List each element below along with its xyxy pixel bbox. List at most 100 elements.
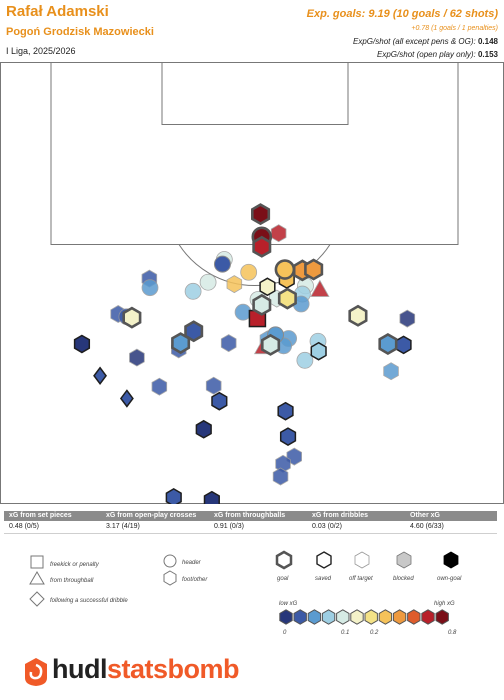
shot-marker xyxy=(252,293,272,316)
xg-scale-swatch xyxy=(407,609,421,625)
logo-statsbomb-text: statsbomb xyxy=(106,654,240,684)
hudl-statsbomb-logo: hudlstatsbomb xyxy=(22,654,242,690)
shot-marker xyxy=(184,282,202,300)
shot-marker xyxy=(199,273,217,291)
xg-scale-swatch xyxy=(350,609,364,625)
legend-label-throughball: from throughball xyxy=(50,578,94,584)
shot-marker xyxy=(395,335,412,355)
legend-outcome-own-goal: own-goal xyxy=(437,576,462,582)
shot-marker xyxy=(378,333,398,356)
logo-hudl-text: hudl xyxy=(52,654,107,684)
shot-marker xyxy=(213,255,231,273)
shot-marker xyxy=(141,279,159,297)
shot-marker xyxy=(383,362,399,381)
summary-value-other: 4.60 (6/33) xyxy=(410,523,444,530)
shot-marker xyxy=(270,224,287,243)
xg-scale-swatch xyxy=(364,609,378,625)
summary-header-dribbles: xG from dribbles xyxy=(312,512,369,519)
statsbomb-mark-icon xyxy=(25,658,47,686)
xg-penalties: +0.78 (1 goals / 1 penalties) xyxy=(411,25,498,32)
circle-icon xyxy=(163,554,177,568)
shot-marker xyxy=(203,490,220,504)
summary-value-throughballs: 0.91 (0/3) xyxy=(214,523,244,530)
summary-value-crosses: 3.17 (4/19) xyxy=(106,523,140,530)
summary-header-other: Other xG xyxy=(410,512,440,519)
summary-value-dribbles: 0.03 (0/2) xyxy=(312,523,342,530)
summary-value-set-pieces: 0.48 (0/5) xyxy=(9,523,39,530)
xg-scale-swatch xyxy=(307,609,322,625)
shot-marker xyxy=(399,309,416,328)
xg-scale-swatch xyxy=(378,609,393,625)
expg-shot-open: ExpG/shot (open play only): 0.153 xyxy=(377,50,498,59)
shot-marker xyxy=(279,427,297,446)
xg-scale-swatch xyxy=(336,609,350,625)
scale-tick-0-1: 0.1 xyxy=(341,630,349,636)
shot-marker xyxy=(274,259,296,280)
scale-tick-0-2: 0.2 xyxy=(370,630,379,636)
shot-marker xyxy=(129,348,145,367)
shot-marker xyxy=(277,401,294,421)
xg-scale-swatch xyxy=(392,609,407,625)
legend-outcome-off-target: off target xyxy=(349,576,373,582)
shot-marker xyxy=(234,303,252,321)
low-xg-label: low xG xyxy=(279,601,298,607)
shot-marker xyxy=(211,391,228,411)
legend-label-dribble: following a successful dribble xyxy=(50,598,128,604)
pitch-outline xyxy=(0,62,504,504)
legend: freekick or penalty from throughball fol… xyxy=(29,550,462,636)
xg-scale-swatch xyxy=(293,609,307,625)
shot-marker xyxy=(119,389,134,408)
shot-marker xyxy=(151,377,168,396)
league-season: I Liga, 2025/2026 xyxy=(6,46,76,56)
legend-label-freekick: freekick or penalty xyxy=(50,562,100,568)
triangle-icon xyxy=(29,571,45,585)
blocked-outcome-icon xyxy=(396,551,412,569)
shot-marker xyxy=(73,334,91,354)
shot-marker xyxy=(165,488,182,504)
shot-marker xyxy=(226,275,243,294)
expg-all-value: 0.148 xyxy=(477,37,498,46)
legend-label-header: header xyxy=(182,560,202,566)
shot-marker xyxy=(205,376,222,395)
goal-outcome-icon xyxy=(275,550,293,570)
pitch-lines xyxy=(0,62,504,504)
scale-tick-0-8: 0.8 xyxy=(448,630,457,636)
shot-marker xyxy=(122,306,142,329)
xg-total: Exp. goals: 9.19 (10 goals / 62 shots) xyxy=(306,8,498,20)
shot-marker xyxy=(304,258,324,281)
scale-tick-0: 0 xyxy=(283,630,287,636)
summary-header-throughballs: xG from throughballs xyxy=(214,512,286,519)
shot-marker xyxy=(272,467,289,486)
xg-scale-swatch xyxy=(279,609,293,625)
summary-header-set-pieces: xG from set pieces xyxy=(9,512,72,519)
shot-marker xyxy=(260,333,281,356)
six-yard-box xyxy=(161,62,349,125)
hexagon-icon xyxy=(163,570,177,586)
expg-open-value: 0.153 xyxy=(477,50,498,59)
shot-marker xyxy=(310,341,327,361)
shot-marker xyxy=(93,366,107,386)
summary-values-row: 0.48 (0/5) 3.17 (4/19) 0.91 (0/3) 0.03 (… xyxy=(4,521,497,534)
legend-label-foot-other: foot/other xyxy=(182,577,208,583)
player-name: Rafał Adamski xyxy=(6,3,109,20)
own-goal-outcome-icon xyxy=(443,551,459,569)
legend-outcome-goal: goal xyxy=(277,576,289,582)
logo-wordmark: hudlstatsbomb xyxy=(52,654,240,685)
summary-header-bar: xG from set pieces xG from open-play cro… xyxy=(4,511,497,521)
shot-marker xyxy=(310,279,330,297)
summary-header-crosses: xG from open-play crosses xyxy=(106,512,197,519)
expg-shot-all: ExpG/shot (all except pens & OG): 0.148 xyxy=(353,37,498,46)
shots-layer xyxy=(73,203,416,504)
shot-marker xyxy=(348,304,368,327)
shot-marker xyxy=(277,287,297,310)
square-icon xyxy=(30,555,44,569)
saved-outcome-icon xyxy=(316,551,332,569)
expg-open-label: ExpG/shot (open play only): xyxy=(377,50,478,59)
shot-marker xyxy=(252,235,272,258)
expg-all-label: ExpG/shot (all except pens & OG): xyxy=(353,37,478,46)
team-name: Pogoń Grodzisk Mazowiecki xyxy=(6,26,154,38)
off-target-outcome-icon xyxy=(354,551,370,569)
xg-scale-swatch xyxy=(435,609,449,625)
legend-outcome-blocked: blocked xyxy=(393,576,414,582)
xg-color-scale xyxy=(279,609,449,625)
